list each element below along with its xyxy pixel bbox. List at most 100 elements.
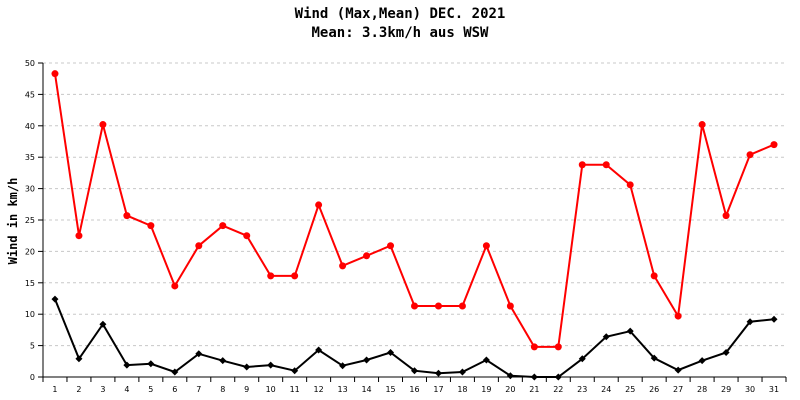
data-point — [770, 141, 778, 149]
x-tick-labels: 1 2 3 4 5 6 7 8 9 10 11 12 13 14 15 16 17 18 19 20 21 22 23 24 2… — [52, 385, 779, 394]
data-point — [411, 302, 418, 310]
x-tick-label: 13 — [338, 385, 348, 394]
data-point — [434, 369, 442, 377]
x-tick-label: 16 — [409, 385, 419, 394]
data-point — [147, 222, 155, 230]
x-tick-label: 25 — [625, 385, 635, 394]
y-tick-label: 45 — [25, 90, 35, 99]
x-tick-label: 29 — [721, 385, 731, 394]
axes — [38, 62, 787, 382]
series-max — [51, 70, 778, 351]
data-point — [171, 282, 179, 290]
x-tick-label: 22 — [553, 385, 563, 394]
x-tick-label: 26 — [649, 385, 659, 394]
data-point — [626, 327, 634, 335]
data-point — [243, 232, 251, 240]
series-group — [51, 70, 778, 381]
data-point — [411, 367, 418, 375]
data-point — [243, 363, 251, 371]
data-point — [530, 343, 538, 351]
x-tick-label: 17 — [433, 385, 443, 394]
y-tick-label: 25 — [25, 216, 35, 225]
series-line — [54, 298, 775, 378]
y-tick-label: 40 — [25, 122, 35, 131]
data-point — [99, 121, 107, 129]
data-point — [578, 355, 586, 363]
x-tick-label: 28 — [697, 385, 707, 394]
x-tick-label: 18 — [457, 385, 467, 394]
data-point — [339, 262, 347, 270]
series-mean — [51, 295, 778, 381]
y-tick-label: 10 — [25, 310, 35, 319]
x-tick-label: 1 — [52, 385, 57, 394]
data-point — [602, 161, 610, 169]
y-tick-label: 5 — [30, 342, 35, 351]
data-point — [458, 302, 466, 310]
chart-subtitle: Mean: 3.3km/h aus WSW — [311, 25, 489, 41]
data-point — [674, 312, 682, 320]
x-tick-label: 7 — [196, 385, 201, 394]
x-tick-label: 8 — [220, 385, 225, 394]
x-tick-label: 12 — [314, 385, 324, 394]
x-tick-label: 24 — [601, 385, 611, 394]
chart-title: Wind (Max,Mean) DEC. 2021 — [295, 6, 506, 22]
x-tick-label: 3 — [100, 385, 105, 394]
data-point — [722, 349, 730, 357]
data-point — [482, 242, 490, 250]
data-point — [554, 373, 562, 381]
y-tick-label: 15 — [25, 279, 35, 288]
data-point — [123, 361, 131, 369]
y-tick-labels: 0 5 10 15 20 25 30 35 40 45 50 — [25, 59, 35, 382]
data-point — [506, 302, 514, 310]
data-point — [698, 357, 706, 365]
data-point — [698, 121, 706, 129]
x-tick-label: 2 — [76, 385, 81, 394]
y-tick-label: 50 — [25, 59, 35, 68]
data-point — [530, 373, 538, 381]
data-point — [602, 333, 610, 341]
data-point — [147, 360, 155, 368]
data-point — [387, 242, 395, 250]
data-point — [650, 354, 658, 362]
data-point — [267, 272, 275, 280]
y-tick-label: 20 — [25, 247, 35, 256]
x-tick-label: 5 — [148, 385, 153, 394]
y-tick-label: 0 — [30, 373, 35, 382]
data-point — [123, 212, 131, 220]
x-tick-label: 9 — [244, 385, 249, 394]
x-tick-label: 23 — [577, 385, 587, 394]
data-point — [554, 343, 562, 351]
data-point — [315, 346, 323, 354]
data-point — [99, 320, 107, 328]
data-point — [291, 367, 299, 375]
data-point — [506, 372, 514, 380]
data-point — [363, 356, 371, 364]
grid-lines — [43, 62, 786, 347]
data-point — [387, 349, 395, 357]
data-point — [267, 361, 275, 369]
y-tick-label: 30 — [25, 185, 35, 194]
data-point — [219, 357, 227, 365]
data-point — [434, 302, 442, 310]
x-tick-label: 20 — [505, 385, 515, 394]
data-point — [195, 242, 203, 250]
data-point — [650, 272, 658, 280]
data-point — [626, 181, 634, 189]
data-point — [746, 318, 754, 326]
data-point — [51, 70, 59, 78]
x-tick-label: 31 — [769, 385, 779, 394]
x-tick-label: 19 — [481, 385, 491, 394]
data-point — [195, 350, 203, 358]
data-point — [363, 252, 371, 260]
data-point — [578, 161, 586, 169]
data-point — [458, 368, 466, 376]
x-tick-label: 14 — [361, 385, 371, 394]
x-tick-label: 27 — [673, 385, 683, 394]
data-point — [770, 315, 778, 323]
x-tick-label: 11 — [290, 385, 300, 394]
data-point — [674, 366, 682, 374]
data-point — [722, 212, 730, 220]
data-point — [171, 368, 179, 376]
data-point — [746, 151, 754, 159]
